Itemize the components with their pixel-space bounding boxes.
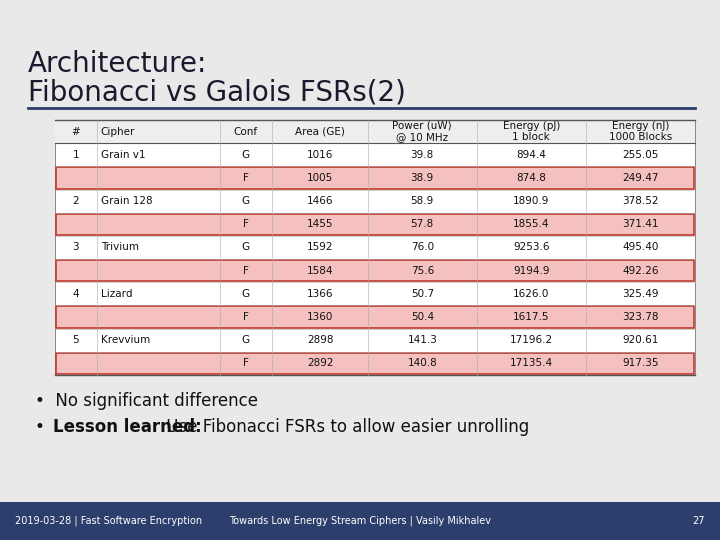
Text: G: G [242, 242, 250, 253]
Text: 140.8: 140.8 [408, 359, 437, 368]
Text: •: • [35, 418, 55, 436]
Text: 1855.4: 1855.4 [513, 219, 549, 230]
Text: 1626.0: 1626.0 [513, 289, 549, 299]
Text: 1890.9: 1890.9 [513, 196, 549, 206]
Text: 920.61: 920.61 [622, 335, 659, 345]
Text: 2: 2 [73, 196, 79, 206]
Text: Towards Low Energy Stream Ciphers | Vasily Mikhalev: Towards Low Energy Stream Ciphers | Vasi… [229, 516, 491, 526]
Text: 1016: 1016 [307, 150, 333, 160]
Text: 9194.9: 9194.9 [513, 266, 549, 276]
Text: Architecture:: Architecture: [28, 50, 207, 78]
Text: 141.3: 141.3 [408, 335, 437, 345]
Text: 249.47: 249.47 [622, 173, 659, 183]
Text: 75.6: 75.6 [410, 266, 434, 276]
FancyBboxPatch shape [56, 353, 694, 374]
Text: Energy (nJ)
1000 Blocks: Energy (nJ) 1000 Blocks [609, 121, 672, 142]
Text: G: G [242, 196, 250, 206]
Text: 894.4: 894.4 [516, 150, 546, 160]
Text: 1360: 1360 [307, 312, 333, 322]
Text: 255.05: 255.05 [622, 150, 659, 160]
Text: 57.8: 57.8 [410, 219, 434, 230]
Text: G: G [242, 150, 250, 160]
Text: F: F [243, 359, 249, 368]
FancyBboxPatch shape [55, 120, 695, 375]
Text: Lizard: Lizard [101, 289, 132, 299]
Text: 917.35: 917.35 [622, 359, 659, 368]
Text: F: F [243, 219, 249, 230]
Text: F: F [243, 266, 249, 276]
FancyBboxPatch shape [55, 120, 695, 143]
Text: 50.7: 50.7 [410, 289, 434, 299]
Text: 325.49: 325.49 [622, 289, 659, 299]
Text: 874.8: 874.8 [516, 173, 546, 183]
Text: G: G [242, 289, 250, 299]
Text: 50.4: 50.4 [410, 312, 434, 322]
Text: Energy (pJ)
1 block: Energy (pJ) 1 block [503, 121, 560, 142]
Text: Trivium: Trivium [101, 242, 139, 253]
Text: G: G [242, 335, 250, 345]
Text: 17196.2: 17196.2 [510, 335, 553, 345]
Text: Cipher: Cipher [101, 126, 135, 137]
Text: Lesson learned:: Lesson learned: [53, 418, 202, 436]
Text: 2898: 2898 [307, 335, 333, 345]
Text: 5: 5 [73, 335, 79, 345]
Text: 492.26: 492.26 [622, 266, 659, 276]
FancyBboxPatch shape [56, 260, 694, 281]
Text: 1592: 1592 [307, 242, 333, 253]
Text: 17135.4: 17135.4 [510, 359, 553, 368]
Text: Power (uW)
@ 10 MHz: Power (uW) @ 10 MHz [392, 121, 452, 142]
FancyBboxPatch shape [0, 502, 720, 540]
Text: 323.78: 323.78 [622, 312, 659, 322]
Text: Grain 128: Grain 128 [101, 196, 153, 206]
Text: •  No significant difference: • No significant difference [35, 392, 258, 410]
Text: 1466: 1466 [307, 196, 333, 206]
Text: F: F [243, 173, 249, 183]
Text: Conf: Conf [234, 126, 258, 137]
Text: 371.41: 371.41 [622, 219, 659, 230]
Text: F: F [243, 312, 249, 322]
Text: Fibonacci vs Galois FSRs(2): Fibonacci vs Galois FSRs(2) [28, 78, 406, 106]
Text: Area (GE): Area (GE) [295, 126, 345, 137]
FancyBboxPatch shape [56, 307, 694, 328]
Text: 3: 3 [73, 242, 79, 253]
FancyBboxPatch shape [56, 214, 694, 235]
Text: Krevvium: Krevvium [101, 335, 150, 345]
Text: 4: 4 [73, 289, 79, 299]
Text: 1455: 1455 [307, 219, 333, 230]
Text: 1366: 1366 [307, 289, 333, 299]
Text: 58.9: 58.9 [410, 196, 434, 206]
Text: 39.8: 39.8 [410, 150, 434, 160]
Text: 2892: 2892 [307, 359, 333, 368]
FancyBboxPatch shape [56, 167, 694, 188]
Text: 27: 27 [693, 516, 705, 526]
Text: 1584: 1584 [307, 266, 333, 276]
Text: 38.9: 38.9 [410, 173, 434, 183]
Text: 1: 1 [73, 150, 79, 160]
Text: 1617.5: 1617.5 [513, 312, 549, 322]
Text: 76.0: 76.0 [410, 242, 434, 253]
Text: Grain v1: Grain v1 [101, 150, 145, 160]
Text: 2019-03-28 | Fast Software Encryption: 2019-03-28 | Fast Software Encryption [15, 516, 202, 526]
Text: Use Fibonacci FSRs to allow easier unrolling: Use Fibonacci FSRs to allow easier unrol… [161, 418, 529, 436]
Text: 9253.6: 9253.6 [513, 242, 549, 253]
Text: 495.40: 495.40 [622, 242, 659, 253]
Text: 378.52: 378.52 [622, 196, 659, 206]
Text: #: # [71, 126, 81, 137]
Text: 1005: 1005 [307, 173, 333, 183]
